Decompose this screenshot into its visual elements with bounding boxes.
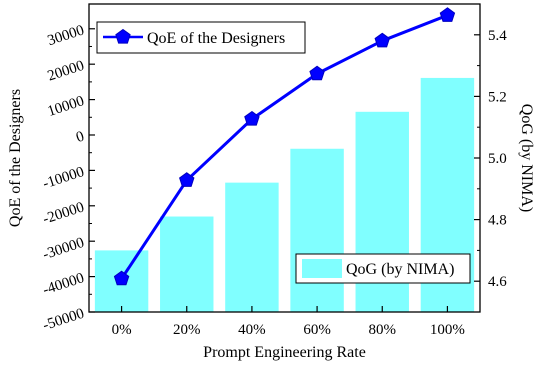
- series-line: [120, 13, 448, 280]
- x-axis-title: Prompt Engineering Rate: [203, 344, 366, 361]
- bar-2: [225, 182, 279, 312]
- x-tick-label: 40%: [238, 322, 266, 338]
- left-axis: -50000 -40000 -30000 -20000 -10000 0 10000 2000…: [41, 22, 95, 334]
- right-axis: 4.6 4.8 5.0 5.2 5.4: [474, 28, 507, 290]
- line-point-5: [439, 7, 456, 22]
- left-tick-label: -20000: [41, 199, 86, 227]
- right-tick-label: 5.4: [488, 28, 507, 44]
- legend-bar-label: QoG (by NIMA): [346, 261, 454, 278]
- line-point-2: [244, 110, 260, 126]
- left-tick-label: 0: [74, 129, 86, 147]
- line-point-4: [374, 32, 390, 48]
- legend-bar-swatch: [302, 259, 342, 278]
- bar-3: [290, 148, 344, 312]
- bar-1: [160, 216, 214, 312]
- left-tick-label: -30000: [41, 235, 86, 263]
- left-tick-label: -10000: [41, 164, 86, 192]
- legend-line-label: QoE of the Designers: [147, 30, 285, 47]
- left-tick-label: 20000: [46, 58, 87, 85]
- legend-line: QoE of the Designers: [96, 21, 306, 54]
- right-tick-label: 4.6: [488, 274, 507, 290]
- left-tick-label: -50000: [41, 306, 86, 334]
- left-tick-label: 30000: [46, 22, 87, 49]
- legend-pentagon-marker-icon: [115, 28, 131, 44]
- x-tick-label: 0%: [112, 322, 132, 338]
- left-tick-label: 10000: [46, 93, 87, 120]
- line-series: [113, 7, 456, 286]
- line-point-0: [113, 270, 130, 286]
- right-tick-label: 5.2: [488, 89, 507, 105]
- x-axis: 0% 20% 40% 60% 80% 100%: [112, 306, 465, 338]
- line-point-3: [309, 65, 325, 81]
- left-axis-title: QoE of the Designers: [7, 89, 24, 227]
- x-tick-label: 80%: [369, 322, 397, 338]
- right-tick-label: 4.8: [488, 213, 507, 229]
- right-tick-label: 5.0: [488, 151, 507, 167]
- legend-bar: QoG (by NIMA): [295, 253, 471, 284]
- right-axis-title: QoG (by NIMA): [518, 104, 535, 212]
- x-tick-label: 60%: [303, 322, 331, 338]
- line-point-1: [179, 172, 195, 187]
- left-tick-label: -40000: [41, 270, 86, 298]
- x-tick-label: 100%: [430, 322, 465, 338]
- x-tick-label: 20%: [173, 322, 201, 338]
